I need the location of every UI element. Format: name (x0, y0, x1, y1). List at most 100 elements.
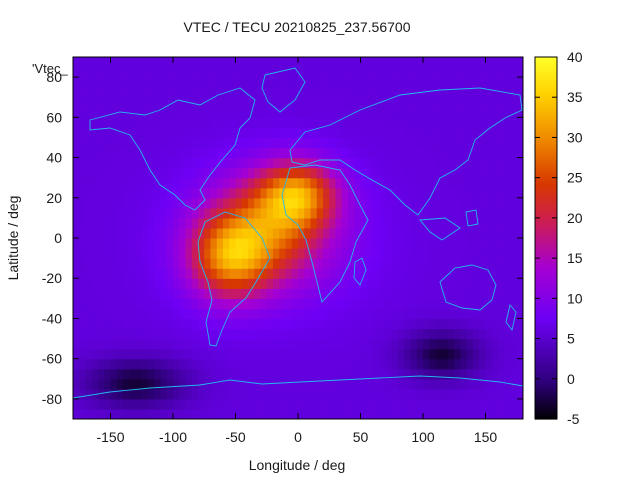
heatmap-cell (491, 248, 499, 259)
heatmap-cell (110, 398, 118, 410)
heatmap-cell (85, 157, 93, 169)
heatmap-cell (510, 298, 518, 309)
heatmap-cell (141, 147, 149, 159)
heatmap-cell (291, 388, 299, 400)
heatmap-cell (154, 77, 162, 88)
heatmap-cell (166, 258, 174, 269)
heatmap-cell (498, 107, 505, 118)
heatmap-cell (191, 187, 199, 199)
heatmap-cell (160, 117, 168, 128)
heatmap-cell (435, 408, 443, 419)
heatmap-cell (116, 207, 124, 219)
heatmap-cell (329, 398, 337, 410)
heatmap-cell (116, 298, 124, 309)
heatmap-cell (173, 278, 180, 289)
heatmap-cell (160, 248, 168, 259)
heatmap-cell (435, 57, 443, 68)
heatmap-cell (91, 67, 99, 78)
heatmap-cell (266, 187, 274, 199)
heatmap-cell (441, 248, 449, 259)
heatmap-cell (466, 227, 474, 239)
heatmap-cell (316, 338, 324, 350)
heatmap-cell (223, 137, 230, 149)
heatmap-cell (323, 77, 330, 88)
heatmap-cell (173, 238, 180, 249)
heatmap-cell (435, 348, 443, 360)
heatmap-cell (166, 197, 174, 209)
heatmap-cell (179, 238, 187, 249)
heatmap-cell (210, 318, 218, 330)
heatmap-cell (479, 338, 487, 350)
heatmap-cell (385, 177, 393, 189)
heatmap-cell (360, 137, 368, 149)
heatmap-cell (341, 227, 349, 239)
heatmap-cell (404, 288, 412, 299)
heatmap-cell (291, 328, 299, 340)
heatmap-cell (335, 268, 343, 279)
heatmap-cell (291, 167, 299, 179)
heatmap-cell (166, 207, 174, 219)
heatmap-cell (516, 408, 523, 419)
heatmap-cell (335, 328, 343, 340)
heatmap-cell (191, 177, 199, 189)
heatmap-cell (491, 298, 499, 309)
heatmap-cell (223, 298, 230, 309)
heatmap-cell (73, 97, 80, 108)
heatmap-cell (216, 107, 224, 118)
heatmap-cell (379, 288, 387, 299)
heatmap-cell (410, 107, 418, 118)
heatmap-cell (398, 358, 405, 370)
heatmap-cell (166, 298, 174, 309)
heatmap-cell (416, 57, 424, 68)
heatmap-cell (85, 227, 93, 239)
heatmap-cell (166, 147, 174, 159)
heatmap-cell (466, 238, 474, 249)
heatmap-cell (248, 187, 255, 199)
colorbar-segment (535, 155, 557, 159)
heatmap-cell (154, 187, 162, 199)
heatmap-cell (173, 77, 180, 88)
heatmap-cell (510, 177, 518, 189)
heatmap-cell (460, 398, 468, 410)
heatmap-cell (160, 268, 168, 279)
heatmap-cell (160, 238, 168, 249)
colorbar-tick-label: 0 (567, 371, 575, 387)
heatmap-cell (373, 368, 380, 380)
heatmap-cell (466, 67, 474, 78)
heatmap-cell (79, 147, 87, 159)
heatmap-cell (510, 67, 518, 78)
heatmap-cell (248, 67, 255, 78)
heatmap-cell (310, 368, 318, 380)
heatmap-cell (423, 127, 430, 139)
heatmap-cell (435, 67, 443, 78)
heatmap-cell (341, 107, 349, 118)
heatmap-cell (341, 408, 349, 419)
heatmap-cell (141, 348, 149, 360)
heatmap-cell (198, 268, 205, 279)
heatmap-cell (460, 338, 468, 350)
heatmap-cell (116, 308, 124, 320)
heatmap-cell (160, 328, 168, 340)
heatmap-cell (173, 167, 180, 179)
coastline-africa (281, 164, 369, 303)
heatmap-cell (454, 187, 462, 199)
heatmap-cell (460, 378, 468, 390)
heatmap-cell (310, 398, 318, 410)
heatmap-cell (360, 388, 368, 400)
heatmap-cell (98, 207, 105, 219)
heatmap-cell (473, 137, 480, 149)
heatmap-cell (454, 227, 462, 239)
heatmap-cell (285, 77, 293, 88)
heatmap-cell (416, 298, 424, 309)
heatmap-cell (110, 67, 118, 78)
heatmap-cell (366, 388, 374, 400)
heatmap-cell (316, 358, 324, 370)
colorbar-segment (535, 282, 557, 285)
heatmap-cell (185, 338, 193, 350)
heatmap-cell (498, 227, 505, 239)
heatmap-cell (229, 388, 237, 400)
heatmap-cell (391, 268, 399, 279)
heatmap-cell (98, 157, 105, 169)
heatmap-cell (466, 97, 474, 108)
heatmap-cell (341, 147, 349, 159)
